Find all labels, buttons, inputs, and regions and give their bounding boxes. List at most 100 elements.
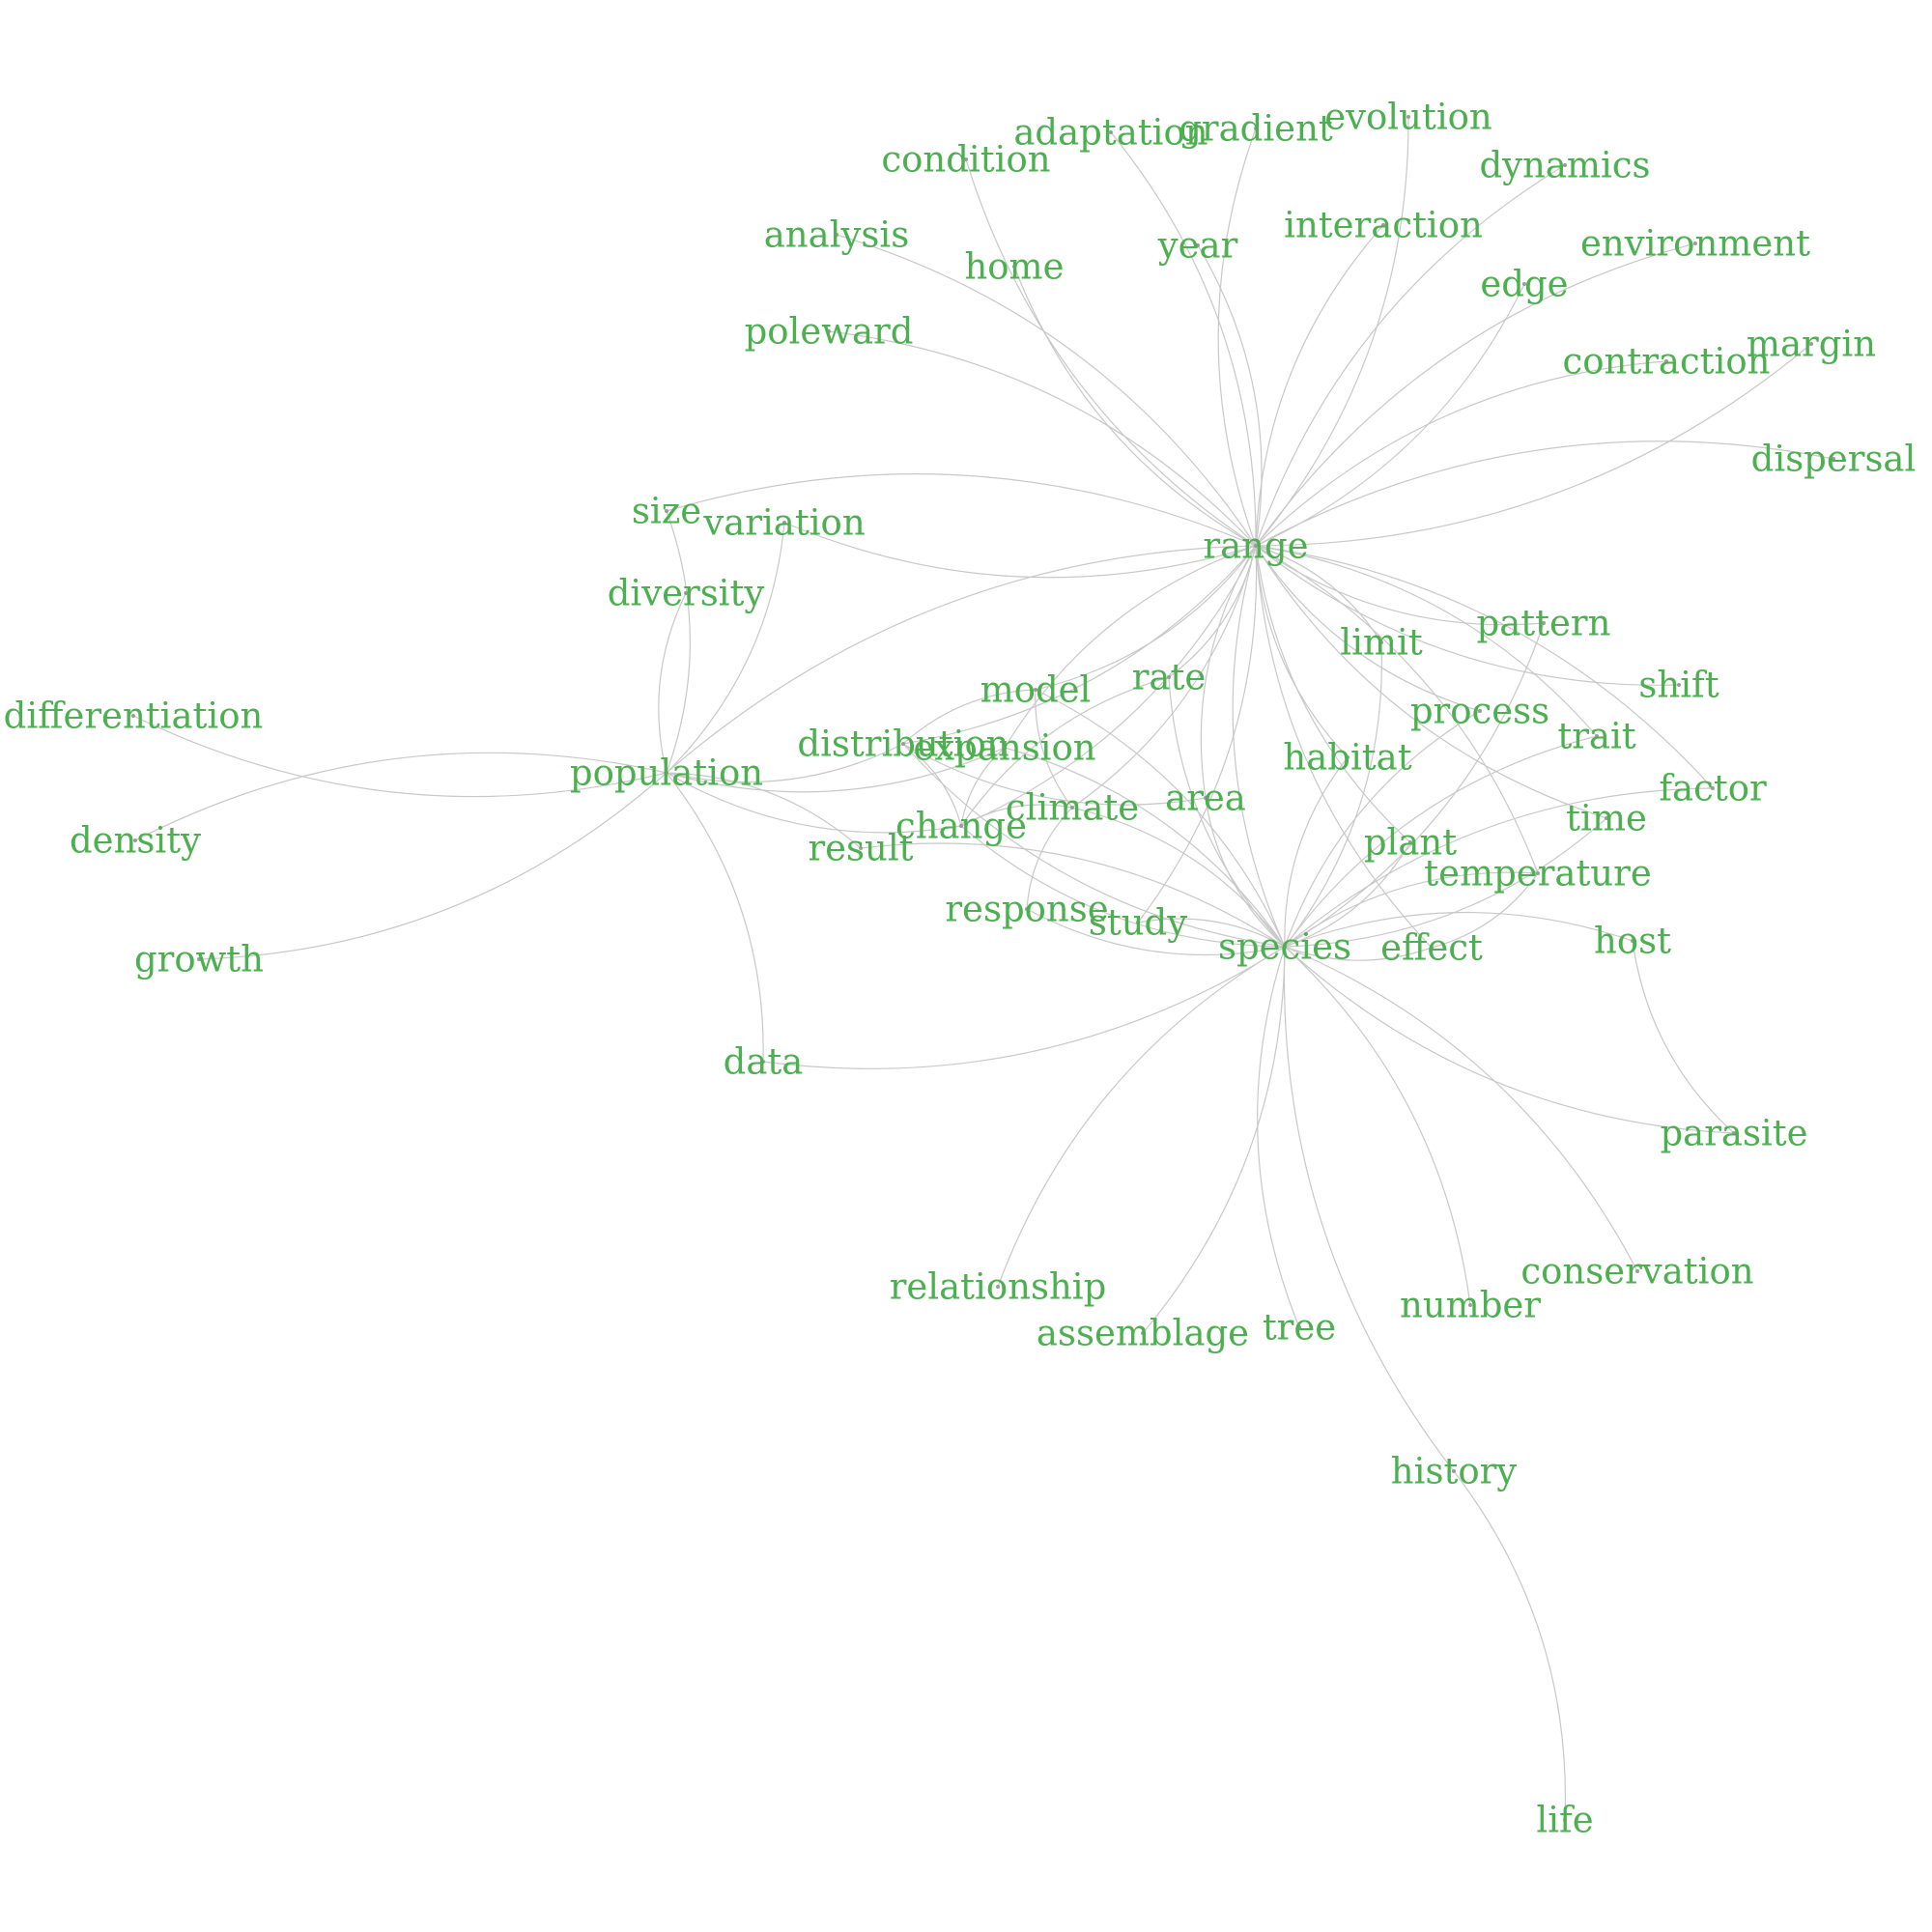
node-label-response: response <box>945 889 1108 930</box>
node-edge: edge <box>1480 264 1568 305</box>
node-rate: rate <box>1132 657 1207 698</box>
node-size: size <box>632 491 701 532</box>
edge-dynamics-range <box>1255 164 1566 547</box>
node-label-home: home <box>964 246 1064 288</box>
node-label-number: number <box>1400 1285 1541 1326</box>
node-label-data: data <box>724 1041 804 1083</box>
node-result: result <box>808 828 913 869</box>
node-label-gradient: gradient <box>1179 108 1333 150</box>
node-diversity: diversity <box>608 573 765 614</box>
node-dot-pattern <box>1542 621 1546 625</box>
node-dot-number <box>1468 1303 1472 1307</box>
node-label-diversity: diversity <box>608 573 765 614</box>
node-label-result: result <box>808 828 913 869</box>
node-effect: effect <box>1380 927 1483 969</box>
node-label-analysis: analysis <box>764 214 910 256</box>
node-gradient: gradient <box>1179 108 1333 150</box>
node-variation: variation <box>702 502 865 544</box>
edge-population-distribution <box>666 743 904 783</box>
edge-species-range <box>1232 545 1286 948</box>
edge-limit-range <box>1255 545 1382 643</box>
node-label-interaction: interaction <box>1284 205 1483 246</box>
node-label-population: population <box>570 753 763 794</box>
edge-species-response <box>1026 908 1286 956</box>
edge-population-size <box>666 510 691 774</box>
node-label-process: process <box>1410 691 1549 732</box>
node-label-change: change <box>895 806 1027 847</box>
node-pattern: pattern <box>1477 603 1611 644</box>
node-species: species <box>1218 926 1351 968</box>
node-life: life <box>1536 1800 1593 1841</box>
node-number: number <box>1400 1285 1541 1326</box>
node-distribution: distribution <box>797 724 1009 765</box>
edge-species-host <box>1284 912 1634 948</box>
edge-species-area <box>1205 797 1286 948</box>
edge-effect-temperature <box>1431 872 1539 949</box>
node-dot-temperature <box>1536 871 1540 875</box>
edge-expansion-range <box>1004 545 1257 749</box>
node-density: density <box>70 820 201 862</box>
edge-species-effect <box>1284 946 1433 961</box>
node-response: response <box>945 889 1108 930</box>
node-dot-relationship <box>996 1285 1000 1289</box>
node-history: history <box>1391 1451 1517 1492</box>
node-label-shift: shift <box>1638 665 1719 706</box>
node-expansion: expansion <box>913 727 1095 769</box>
node-dot-result <box>859 846 863 850</box>
node-assemblage: assemblage <box>1037 1313 1249 1354</box>
node-dot-parasite <box>1732 1131 1736 1135</box>
edge-home-range <box>1013 266 1257 547</box>
edge-population-expansion <box>666 747 1006 793</box>
edge-distribution-range <box>902 545 1257 745</box>
node-dot-analysis <box>835 233 838 237</box>
node-label-relationship: relationship <box>890 1266 1107 1308</box>
node-analysis: analysis <box>764 214 910 256</box>
node-evolution: evolution <box>1324 97 1492 138</box>
node-dot-rate <box>1167 675 1171 679</box>
edge-species-history <box>1283 946 1455 1472</box>
edge-species-assemblage <box>1142 946 1286 1334</box>
edge-population-data <box>666 772 764 1063</box>
edge-size-range <box>666 473 1257 547</box>
node-limit: limit <box>1340 622 1423 664</box>
node-label-area: area <box>1165 778 1246 819</box>
edge-species-relationship <box>997 946 1286 1288</box>
node-label-condition: condition <box>881 139 1050 181</box>
node-dot-environment <box>1693 242 1697 245</box>
node-dot-effect <box>1430 946 1434 950</box>
edge-climate-model <box>1035 689 1073 809</box>
edge-year-range <box>1197 244 1263 547</box>
edge-change-distribution <box>902 743 962 827</box>
node-population: population <box>570 753 763 794</box>
node-dot-data <box>761 1060 765 1064</box>
node-label-species: species <box>1218 926 1351 968</box>
edge-temperature-range <box>1255 545 1539 874</box>
node-label-rate: rate <box>1132 657 1207 698</box>
edge-population-growth <box>198 772 668 960</box>
node-poleward: poleward <box>745 311 914 353</box>
node-label-assemblage: assemblage <box>1037 1313 1249 1354</box>
node-label-parasite: parasite <box>1660 1113 1807 1154</box>
nodes-layer: range species population conditionadaptatio… <box>4 97 1917 1841</box>
node-dot-life <box>1563 1818 1567 1822</box>
node-label-host: host <box>1594 921 1671 962</box>
node-dot-size <box>665 509 668 513</box>
edge-poleward-range <box>828 330 1257 547</box>
node-label-edge: edge <box>1480 264 1568 305</box>
node-dot-change <box>959 824 963 828</box>
node-dot-shift <box>1677 683 1681 687</box>
node-dot-diversity <box>684 591 688 595</box>
node-study: study <box>1089 902 1187 944</box>
node-dot-factor <box>1711 786 1715 790</box>
edge-time-range <box>1255 545 1607 819</box>
node-dot-area <box>1204 796 1208 800</box>
node-dot-poleward <box>827 329 831 333</box>
node-dot-host <box>1631 939 1634 943</box>
node-label-distribution: distribution <box>797 724 1009 765</box>
edge-dispersal-range <box>1255 440 1834 547</box>
node-tree: tree <box>1263 1307 1336 1349</box>
node-dot-response <box>1025 907 1029 911</box>
edge-population-change <box>666 772 962 834</box>
edge-climate-change <box>960 804 1073 827</box>
edge-species-distribution <box>902 743 1286 948</box>
